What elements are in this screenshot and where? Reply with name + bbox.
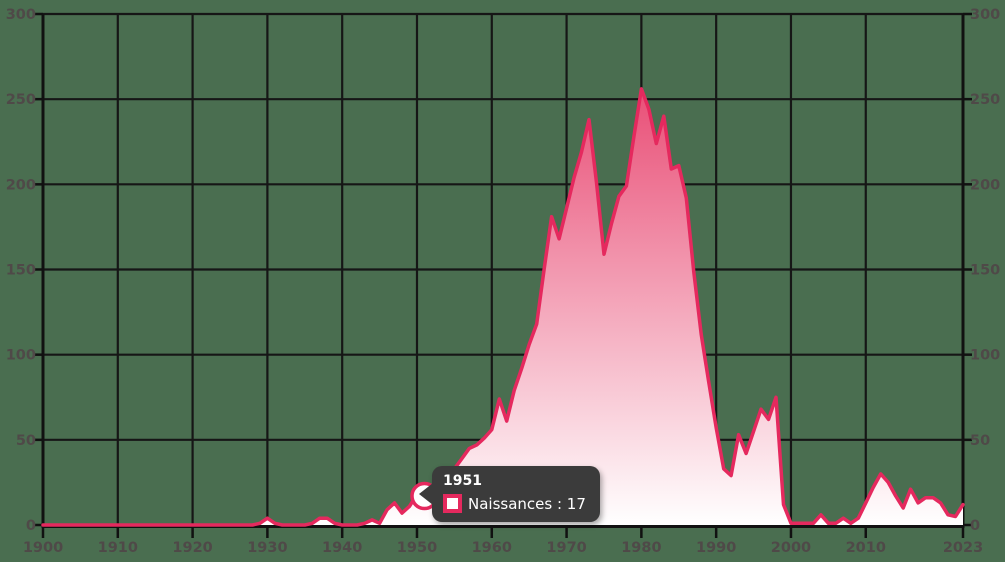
x-axis-tick-label: 1940 <box>322 540 362 556</box>
x-axis-tick-label: 1900 <box>23 540 63 556</box>
y-axis-tick-label-right: 300 <box>970 7 1000 23</box>
y-axis-tick-label-right: 150 <box>970 263 1000 279</box>
x-axis-tick-label: 2010 <box>846 540 886 556</box>
tick-marks <box>34 12 972 538</box>
x-axis-tick-label: 1910 <box>98 540 138 556</box>
y-axis-tick-label-left: 50 <box>16 433 36 449</box>
x-axis-tick-label: 1930 <box>247 540 287 556</box>
y-axis-tick-label-left: 300 <box>6 7 36 23</box>
tooltip-series-row: Naissances : 17 <box>443 494 586 513</box>
naissances-area <box>43 88 963 526</box>
tooltip: 1951 Naissances : 17 <box>419 466 600 522</box>
y-axis-tick-label-right: 0 <box>970 518 980 534</box>
y-axis-tick-label-left: 150 <box>6 263 36 279</box>
y-axis-tick-label-right: 50 <box>970 433 990 449</box>
y-axis-tick-label-right: 200 <box>970 177 1000 193</box>
x-axis-tick-label: 1980 <box>621 540 661 556</box>
series-swatch-icon <box>443 494 462 513</box>
y-axis-tick-label-left: 100 <box>6 348 36 364</box>
axis-labels: 1900 1910 1920 1930 1940 1950 1960 1970 1980 1990… <box>6 7 1001 556</box>
x-axis-tick-label: 1960 <box>472 540 512 556</box>
x-axis-tick-label: 1920 <box>172 540 212 556</box>
tooltip-series-value: Naissances : 17 <box>468 494 586 513</box>
x-axis-tick-label: 1970 <box>546 540 586 556</box>
tooltip-callout-arrow <box>419 483 433 505</box>
y-axis-tick-label-left: 0 <box>26 518 36 534</box>
y-axis-tick-label-left: 250 <box>6 92 36 108</box>
y-axis-tick-label-left: 200 <box>6 177 36 193</box>
x-axis-tick-label: 1990 <box>696 540 736 556</box>
y-gridlines <box>43 12 963 441</box>
y-axis-tick-label-right: 250 <box>970 92 1000 108</box>
x-axis-tick-label: 1950 <box>397 540 437 556</box>
x-axis-tick-label: 2000 <box>771 540 811 556</box>
naissances-line[interactable] <box>41 87 965 527</box>
x-axis-tick-label: 2023 <box>943 540 983 556</box>
y-axis-tick-label-right: 100 <box>970 348 1000 364</box>
tooltip-year: 1951 <box>443 473 482 489</box>
